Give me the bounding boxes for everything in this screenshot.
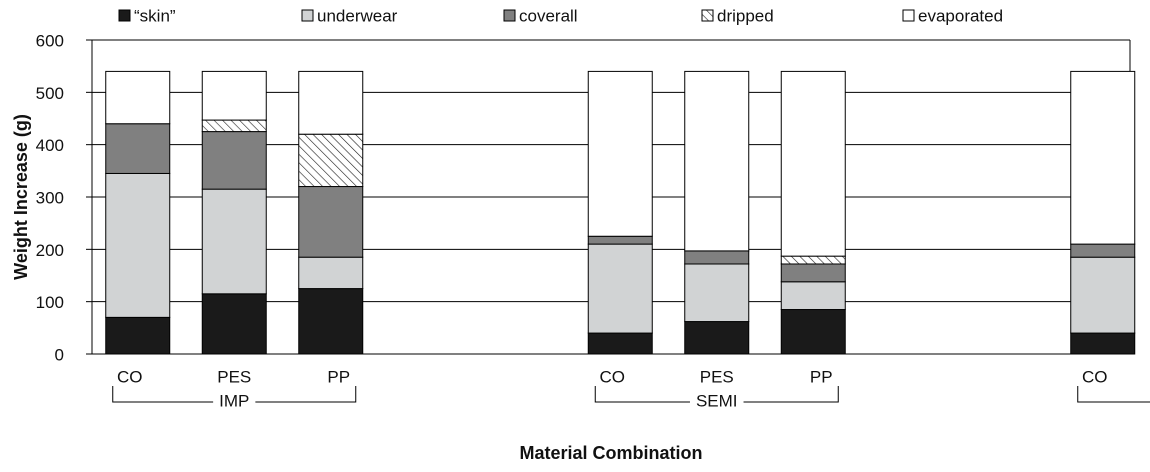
bar-segment [1070,243,1136,258]
bar-segment [587,332,653,355]
group-bracket [112,386,357,403]
bar-segment [684,321,750,355]
x-tick-label: CO [117,367,143,386]
bar-segment [1070,256,1136,334]
bar-segment [684,250,750,265]
legend-swatch [503,9,516,22]
bar-segment [201,293,267,355]
bar-segment [1070,70,1136,245]
bar-segment [105,172,171,318]
legend-label: coverall [519,6,578,25]
legend-label: dripped [717,6,774,25]
y-tick-label: 600 [36,31,64,50]
x-tick-label: PP [327,367,350,386]
bar-segment [298,133,364,188]
bar-segment [780,70,846,257]
bar-segment [587,70,653,237]
bar-segment [298,256,364,290]
x-tick-label: PES [700,367,734,386]
y-tick-label: 200 [36,241,64,260]
y-tick-label: 0 [55,345,64,364]
bar-segment [105,316,171,355]
group-bracket [1077,386,1150,403]
bar-segment [298,186,364,258]
bar-segment [298,288,364,355]
legend-label: underwear [317,6,398,25]
bar-segment [201,188,267,295]
legend-swatch [902,9,915,22]
bar-segment [201,131,267,190]
bar-segment [298,70,364,135]
bar-segment [684,263,750,323]
group-label: SEMI [696,391,738,410]
bar-segment [201,70,267,121]
bar-segment [780,263,846,283]
legend-swatch [301,9,314,22]
x-tick-label: PES [217,367,251,386]
y-tick-label: 300 [36,188,64,207]
bar-segment [201,119,267,133]
group-label: IMP [219,391,249,410]
y-tick-label: 400 [36,136,64,155]
y-tick-label: 100 [36,293,64,312]
bar-segment [780,255,846,265]
x-axis-title: Material Combination [519,443,702,463]
bar-segment [684,70,750,252]
bar-segment [105,70,171,125]
x-tick-label: PP [810,367,833,386]
legend-label: evaporated [918,6,1003,25]
legend-swatch [118,9,131,22]
legend-label: “skin” [134,6,176,25]
group-bracket [594,386,839,403]
x-tick-label: CO [600,367,626,386]
y-axis-title: Weight Increase (g) [11,114,31,280]
legend-swatch [701,9,714,22]
y-tick-label: 500 [36,84,64,103]
bar-segment [587,235,653,245]
bar-segment [587,243,653,334]
bar-segment [780,281,846,311]
bar-segment [105,123,171,174]
bar-segment [1070,332,1136,355]
bar-segment [780,309,846,355]
x-tick-label: CO [1082,367,1108,386]
